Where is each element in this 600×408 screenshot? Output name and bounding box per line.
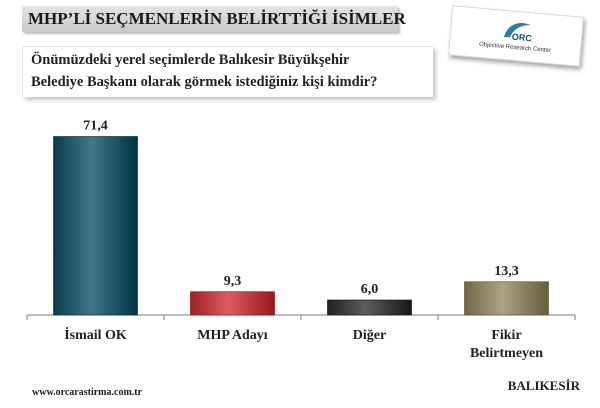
data-label: 9,3 (224, 274, 242, 289)
data-label: 13,3 (494, 264, 519, 279)
category-label: Belirtmeyen (470, 346, 543, 361)
question-box: Önümüzdeki yerel seçimlerde Balıkesir Bü… (22, 46, 433, 97)
orc-logo-icon: ORC (503, 23, 533, 44)
bar (190, 291, 275, 316)
question-line-1: Önümüzdeki yerel seçimlerde Balıkesir Bü… (31, 52, 350, 68)
bar-chart: 71,4 İsmail OK 9,3 MHP Adayı 6,0 Diğer 13,3 Fik… (26, 119, 576, 361)
category-label: İsmail OK (64, 326, 127, 343)
bar (327, 299, 412, 316)
orc-logo: ORC Objective Research Center (448, 5, 584, 67)
bar (464, 281, 549, 316)
data-label: 71,4 (83, 119, 108, 134)
bar (53, 136, 138, 316)
data-label: 6,0 (361, 282, 379, 297)
logo-mark-text: ORC (511, 32, 532, 44)
title-banner: MHP’Lİ SEÇMENLERİN BELİRTTİĞİ İSİMLER (22, 6, 406, 32)
question-line-2: Belediye Başkanı olarak görmek istediğin… (31, 74, 378, 90)
category-label: Fikir (491, 328, 521, 343)
city-label: BALIKESİR (507, 378, 580, 393)
website-url[interactable]: www.orcarastirma.com.tr (32, 387, 143, 398)
category-label: MHP Adayı (197, 328, 268, 343)
category-label: Diğer (353, 328, 386, 343)
page-title: MHP’Lİ SEÇMENLERİN BELİRTTİĞİ İSİMLER (28, 9, 406, 28)
